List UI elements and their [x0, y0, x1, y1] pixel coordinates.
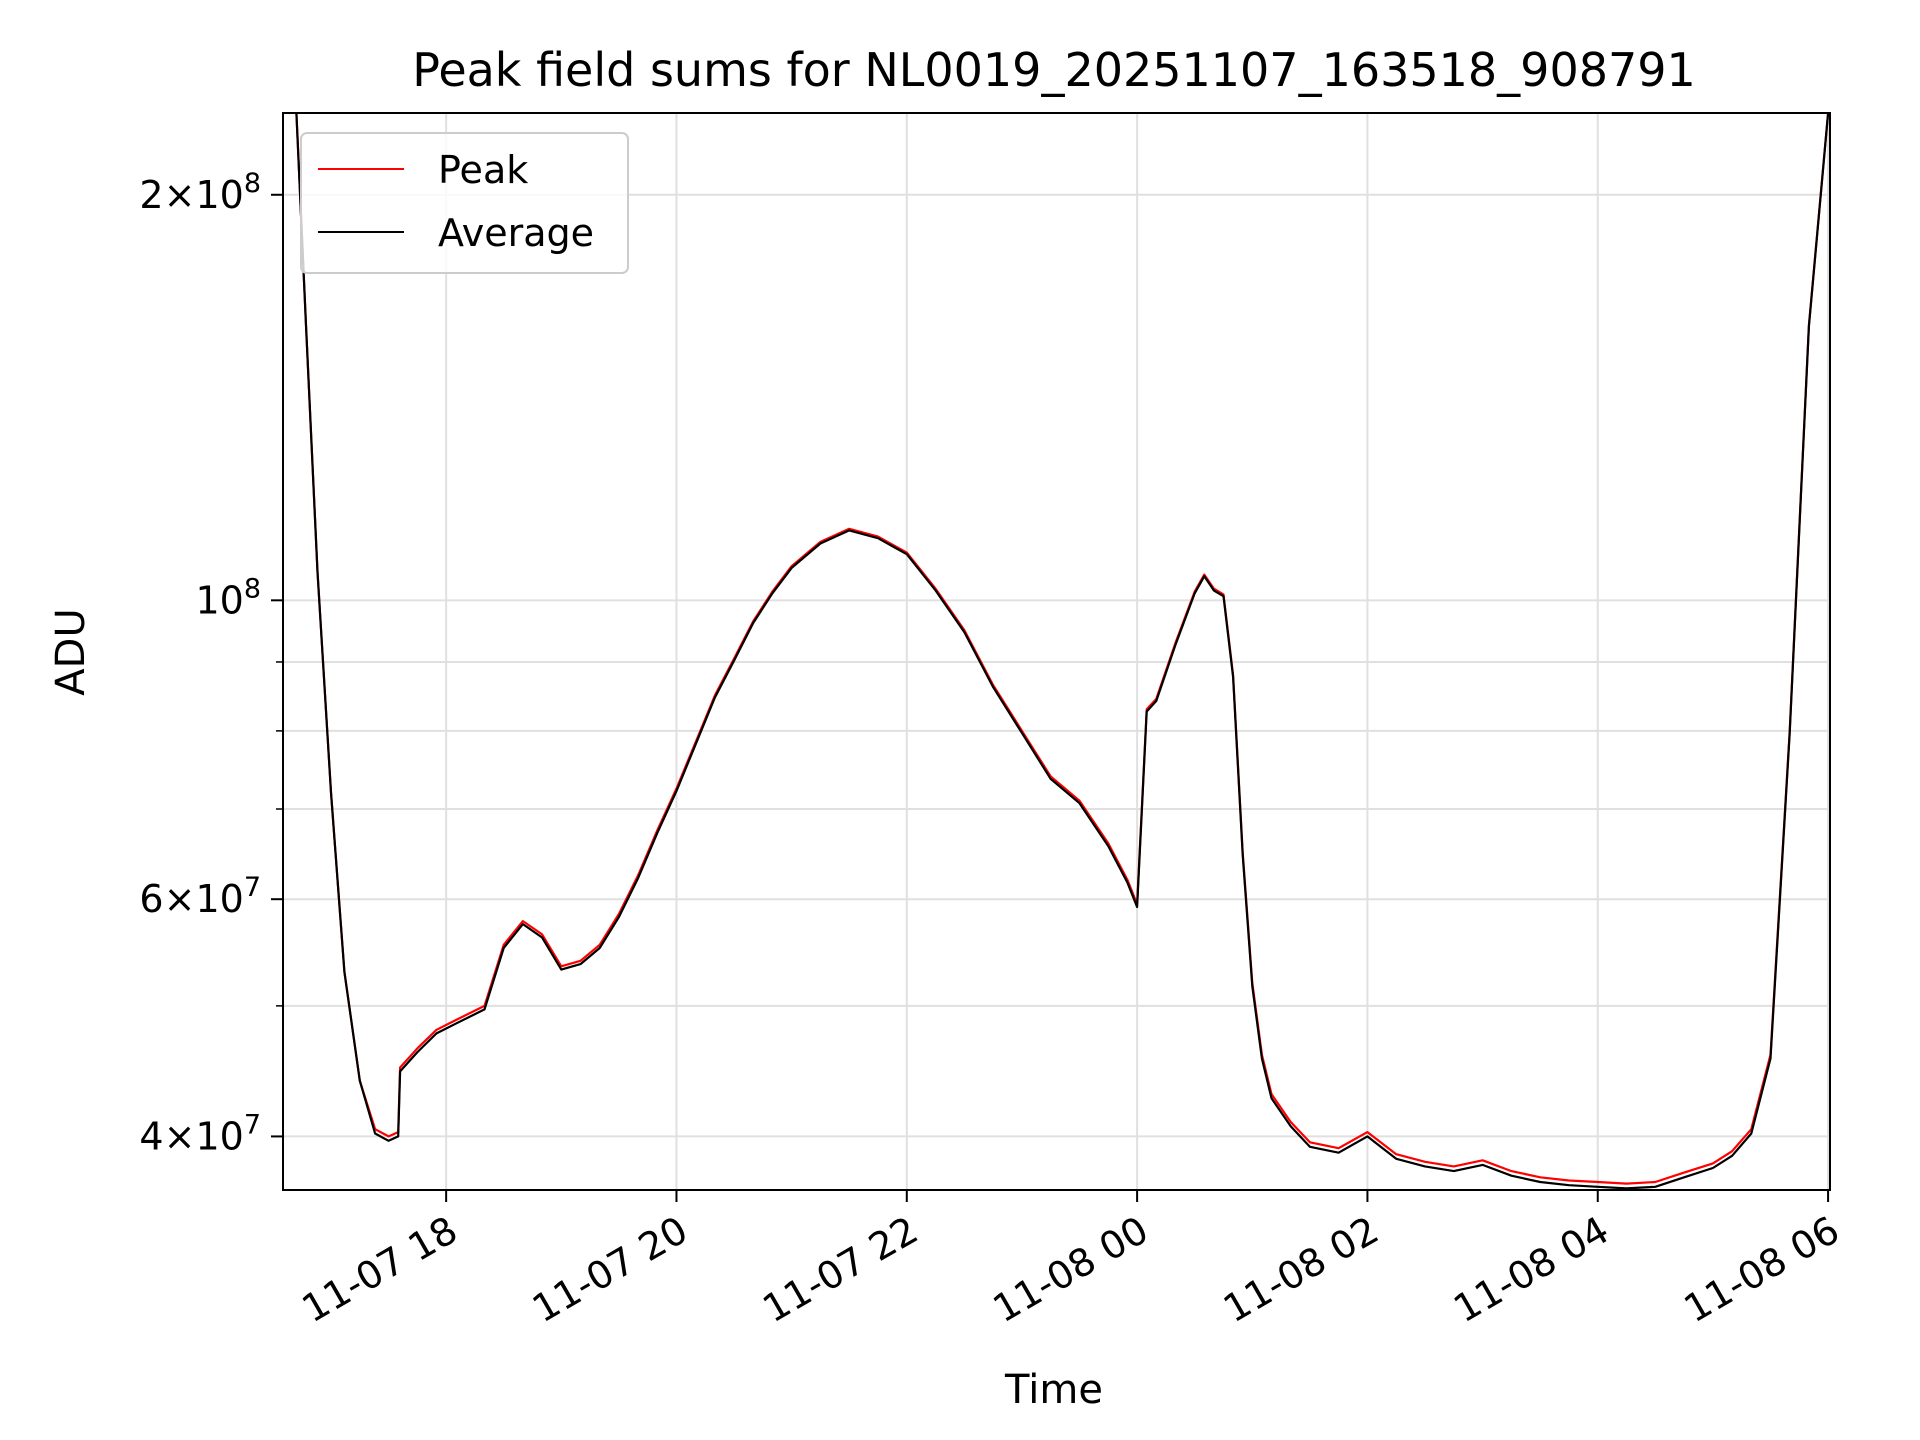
legend-label-peak: Peak: [438, 148, 528, 192]
y-tick-label: 6×107: [139, 872, 261, 921]
plot-frame: [282, 112, 1831, 1191]
y-tick-label: 2×108: [139, 168, 261, 217]
y-tick-label: 4×107: [139, 1109, 261, 1158]
series-line-peak: [295, 113, 1830, 1185]
series-lines: [295, 113, 1830, 1190]
chart-title: Peak field sums for NL0019_20251107_1635…: [412, 43, 1696, 97]
y-axis-ticks: 4×107 6×107 108 2×108: [139, 168, 283, 1158]
legend: Peak Average: [300, 132, 629, 274]
x-axis-label: Time: [1004, 1367, 1103, 1413]
series-line-average: [295, 113, 1830, 1190]
y-axis-label: ADU: [48, 608, 94, 695]
legend-label-average: Average: [438, 211, 594, 255]
y-tick-label: 108: [195, 573, 261, 622]
